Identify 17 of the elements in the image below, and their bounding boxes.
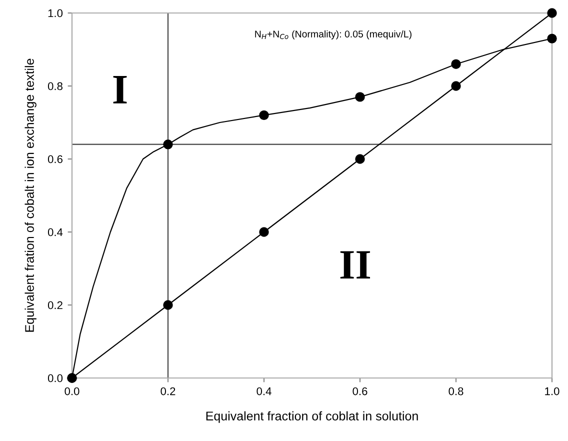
y-tick-label: 0.2 bbox=[48, 301, 62, 310]
y-axis-title: Equivalent fration of cobalt in ion exchange textile bbox=[24, 58, 36, 332]
annotation: I bbox=[113, 76, 127, 104]
y-tick-label: 0.8 bbox=[48, 82, 62, 90]
x-axis-title: Equivalent fraction of coblat in solution bbox=[206, 411, 418, 423]
x-tick-label: 0.2 bbox=[160, 387, 176, 396]
y-tick-label: 0.4 bbox=[48, 228, 63, 236]
y-tick-label: 0.6 bbox=[48, 155, 62, 164]
annotation: N$_{H}$+N$_{Co}$ (Normality): 0.05 (mequiv/L) bbox=[255, 30, 412, 40]
x-tick-label: 0.0 bbox=[64, 387, 80, 396]
x-tick-label: 0.6 bbox=[352, 387, 368, 396]
x-tick-label: 0.4 bbox=[256, 387, 272, 396]
x-tick-label: 1.0 bbox=[545, 387, 560, 396]
x-tick-label: 0.8 bbox=[448, 387, 464, 396]
y-tick-label: 1.0 bbox=[48, 9, 63, 18]
y-tick-label: 0.0 bbox=[48, 374, 63, 382]
annotation: II bbox=[340, 251, 370, 279]
